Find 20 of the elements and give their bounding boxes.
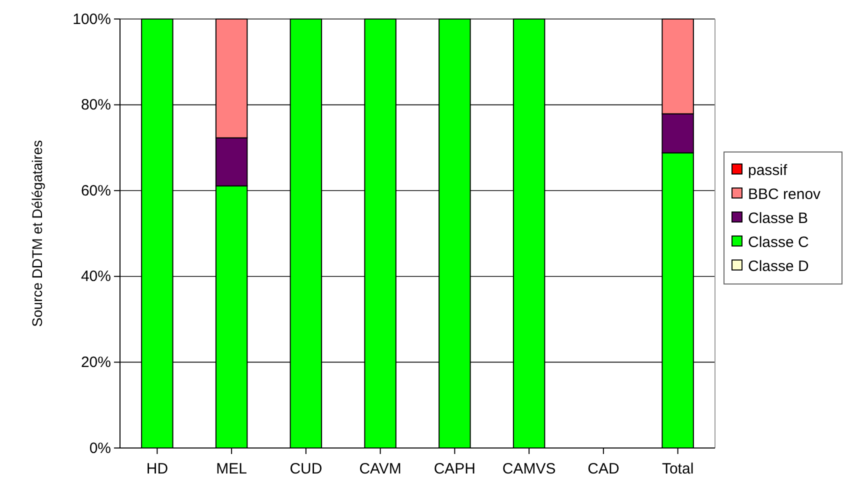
x-tick-label: CUD xyxy=(290,460,322,478)
y-tick-label: 80% xyxy=(80,96,111,114)
x-tick-label: CAPH xyxy=(434,460,476,478)
x-tick-label: Total xyxy=(662,460,694,478)
legend-label: Classe B xyxy=(748,210,808,227)
y-tick-label: 20% xyxy=(80,354,111,371)
legend-label: Classe D xyxy=(748,258,810,275)
y-tick-label: 100% xyxy=(72,10,111,28)
x-tick-label: CAVM xyxy=(359,460,402,478)
legend-label: passif xyxy=(748,162,788,179)
y-tick-label: 0% xyxy=(89,440,111,457)
legend-label: BBC renov xyxy=(748,186,822,203)
x-tick-label: MEL xyxy=(216,460,247,478)
y-tick-label: 40% xyxy=(80,268,111,286)
x-tick-label: CAD xyxy=(588,460,620,478)
y-tick-label: 60% xyxy=(80,182,111,200)
legend-label: Classe C xyxy=(748,234,810,251)
x-tick-label: HD xyxy=(146,460,168,478)
y-axis-title: Source DDTM et Délégataires xyxy=(29,140,45,327)
x-tick-label: CAMVS xyxy=(502,460,556,478)
